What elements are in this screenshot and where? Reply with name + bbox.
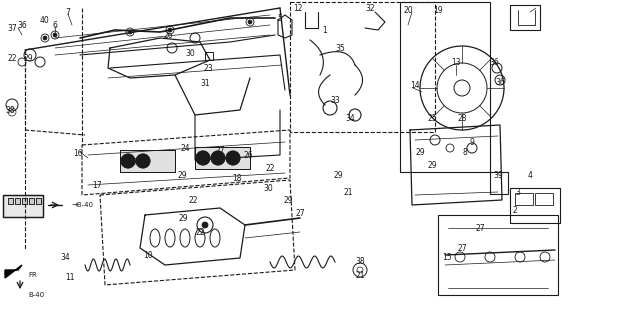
Text: 29: 29: [23, 53, 33, 62]
Text: 22: 22: [7, 53, 17, 62]
Text: 26: 26: [243, 150, 253, 159]
Text: 29: 29: [333, 171, 343, 180]
Text: 25: 25: [427, 114, 437, 123]
Circle shape: [226, 151, 240, 165]
Circle shape: [53, 33, 57, 37]
Bar: [22, 198, 27, 204]
Text: 28: 28: [457, 114, 466, 123]
Text: 27: 27: [295, 209, 305, 218]
Text: 30: 30: [185, 49, 195, 58]
Bar: [29, 198, 34, 204]
Text: 20: 20: [403, 5, 413, 14]
Text: 37: 37: [7, 23, 17, 33]
Text: 29: 29: [178, 213, 188, 222]
Text: 14: 14: [410, 81, 420, 90]
Text: 38: 38: [5, 106, 15, 115]
Text: 30: 30: [263, 183, 273, 193]
Text: 33: 33: [330, 95, 340, 105]
Bar: [8, 198, 13, 204]
Text: 1: 1: [323, 26, 328, 35]
Bar: [195, 147, 250, 169]
Text: 26: 26: [163, 30, 173, 39]
Bar: [438, 215, 558, 295]
Circle shape: [248, 20, 252, 24]
Circle shape: [211, 151, 225, 165]
Circle shape: [168, 28, 172, 32]
Text: 16: 16: [73, 148, 83, 157]
Text: 39: 39: [493, 171, 503, 180]
Text: 22: 22: [195, 228, 205, 236]
Text: 22: 22: [188, 196, 198, 204]
Text: 18: 18: [232, 173, 242, 182]
Bar: [205, 52, 213, 60]
Bar: [510, 188, 560, 223]
Text: 11: 11: [65, 274, 75, 283]
Bar: [120, 150, 175, 172]
Bar: [36, 198, 41, 204]
Bar: [515, 193, 533, 205]
Text: 35: 35: [335, 44, 345, 52]
Text: 10: 10: [143, 251, 153, 260]
Circle shape: [196, 151, 210, 165]
Text: →B-40: →B-40: [72, 202, 94, 208]
Text: 6: 6: [52, 20, 57, 29]
Text: 29: 29: [283, 196, 293, 204]
Text: 9: 9: [470, 138, 474, 147]
Text: 23: 23: [203, 63, 213, 73]
Text: 27: 27: [128, 157, 138, 166]
Text: 15: 15: [442, 253, 452, 262]
Text: 29: 29: [415, 148, 425, 156]
Text: 2: 2: [513, 205, 518, 214]
Bar: [400, 2, 490, 172]
Text: 13: 13: [451, 58, 461, 67]
Text: 22: 22: [265, 164, 275, 172]
Text: 34: 34: [345, 114, 355, 123]
Bar: [29, 198, 34, 204]
Text: 27: 27: [475, 223, 485, 233]
Text: 31: 31: [200, 78, 210, 87]
Polygon shape: [5, 265, 22, 278]
Bar: [15, 198, 20, 204]
Text: 29: 29: [177, 171, 187, 180]
Text: 24: 24: [180, 143, 190, 153]
Text: 36: 36: [495, 77, 505, 86]
Text: 27: 27: [457, 244, 467, 252]
Text: 4: 4: [528, 171, 532, 180]
Circle shape: [128, 30, 132, 34]
Bar: [3, 195, 43, 217]
Text: 17: 17: [92, 180, 102, 189]
Bar: [490, 172, 508, 194]
Circle shape: [202, 222, 208, 228]
Text: 27: 27: [215, 146, 225, 155]
Text: FR: FR: [28, 272, 37, 278]
Text: 8: 8: [463, 148, 467, 156]
Text: B-40: B-40: [28, 292, 44, 298]
Bar: [22, 198, 27, 204]
Bar: [36, 198, 41, 204]
Text: 21: 21: [343, 188, 353, 196]
Text: 32: 32: [365, 4, 375, 12]
Text: 36: 36: [489, 58, 499, 67]
Circle shape: [136, 154, 150, 168]
Text: 29: 29: [427, 161, 437, 170]
Text: 38: 38: [355, 258, 365, 267]
Bar: [535, 193, 553, 205]
Bar: [8, 198, 13, 204]
Bar: [15, 198, 20, 204]
Circle shape: [121, 154, 135, 168]
Text: 34: 34: [60, 253, 70, 262]
Text: 12: 12: [293, 4, 303, 12]
Bar: [195, 147, 250, 169]
Circle shape: [43, 36, 47, 40]
Text: 19: 19: [433, 5, 443, 14]
Text: 36: 36: [17, 20, 27, 29]
Bar: [120, 150, 175, 172]
Bar: [3, 195, 43, 217]
Text: 3: 3: [516, 188, 520, 196]
Text: 21: 21: [355, 270, 365, 279]
Text: 5: 5: [278, 13, 283, 22]
Text: 7: 7: [65, 7, 70, 17]
Bar: [290, 2, 435, 132]
Text: 40: 40: [40, 15, 50, 25]
